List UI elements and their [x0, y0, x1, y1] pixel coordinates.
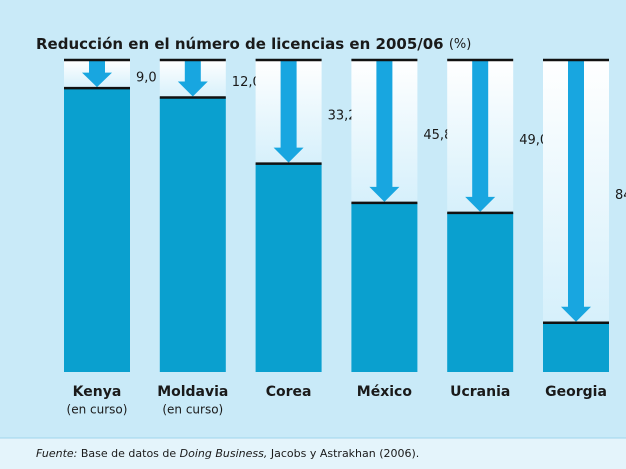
value-label: 49,0 [519, 133, 548, 148]
reduction-arrow [273, 60, 304, 163]
unit-text: (%) [449, 37, 472, 52]
source: Fuente: Base de datos de Doing Business,… [36, 447, 419, 460]
reduction-arrow [177, 60, 208, 97]
bar [543, 322, 609, 372]
category-label: Georgia [545, 384, 607, 400]
title-text: Reducción en el número de licencias en 2… [36, 35, 444, 53]
source-label: Fuente: [36, 447, 77, 460]
bar [159, 97, 226, 372]
value-label: 9,0 [136, 71, 157, 86]
value-label: 12,0 [232, 75, 261, 90]
reduction-arrow [369, 60, 400, 202]
source-text: Doing Business, [180, 447, 268, 460]
reduction-arrow [465, 60, 496, 212]
source-text: Base de datos de [77, 447, 179, 460]
value-label: 84,2 [615, 188, 626, 203]
bar [447, 212, 514, 372]
category-label: Corea [266, 384, 312, 400]
reduction-arrow [82, 60, 112, 88]
chart-title: Reducción en el número de licencias en 2… [36, 35, 471, 53]
category-note: (en curso) [162, 403, 223, 417]
value-label: 45,8 [423, 128, 452, 143]
reduction-arrow [561, 60, 591, 322]
category-label: Ucrania [450, 384, 510, 400]
source-text: Jacobs y Astrakhan (2006). [267, 447, 419, 460]
bar [255, 163, 322, 372]
category-label: Moldavia [157, 384, 228, 400]
category-note: (en curso) [67, 403, 128, 417]
footer-background [0, 438, 626, 469]
category-label: Kenya [73, 384, 122, 400]
value-label: 33,2 [328, 108, 357, 123]
bar [64, 88, 130, 372]
category-label: México [357, 384, 413, 400]
bar [351, 202, 418, 372]
